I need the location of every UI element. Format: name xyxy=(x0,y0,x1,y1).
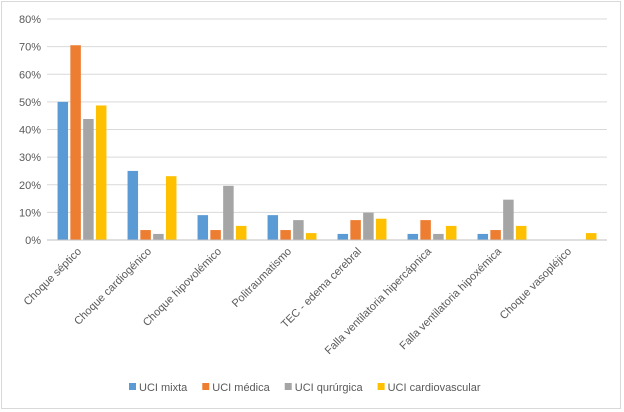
x-tick-label: Choque vasopléjico xyxy=(498,246,574,322)
bar xyxy=(490,230,501,240)
x-tick-label: TEC - edema cerebral xyxy=(279,246,364,331)
bar xyxy=(70,45,81,241)
y-tick-label: 40% xyxy=(19,125,41,137)
x-tick-label: Choque hipovolémico xyxy=(141,246,224,329)
bar xyxy=(477,233,489,240)
bar xyxy=(83,119,94,240)
bar xyxy=(153,233,164,240)
bar xyxy=(280,230,291,240)
bar xyxy=(197,215,209,240)
y-tick-label: 50% xyxy=(19,97,41,109)
bar xyxy=(375,218,387,240)
bar xyxy=(585,233,597,240)
x-tick-label: Choque cardiogénico xyxy=(72,246,154,328)
legend-swatch xyxy=(377,383,385,390)
bar xyxy=(140,230,151,240)
y-tick-label: 10% xyxy=(19,207,41,219)
y-tick-label: 30% xyxy=(19,152,41,164)
y-tick-label: 60% xyxy=(19,69,41,81)
bar xyxy=(407,233,419,240)
bar xyxy=(503,199,514,240)
legend-label: UCI cardiovascular xyxy=(388,382,481,394)
legend-label: UCI mixta xyxy=(139,382,188,394)
legend-swatch xyxy=(284,383,292,390)
legend-label: UCI médica xyxy=(212,382,270,394)
y-tick-label: 20% xyxy=(19,180,41,192)
legend-label: UCI qurúrgica xyxy=(295,382,364,394)
legend-swatch xyxy=(129,383,136,390)
bar xyxy=(210,230,221,240)
bar xyxy=(235,225,247,240)
bar xyxy=(223,185,234,240)
x-tick-label: Politraumatismo xyxy=(230,246,294,310)
bar xyxy=(445,225,457,240)
bar xyxy=(305,233,317,240)
bar xyxy=(267,215,279,240)
bar xyxy=(350,220,361,240)
bar xyxy=(363,212,374,240)
bar xyxy=(337,233,349,240)
legend-swatch xyxy=(202,383,210,390)
bar xyxy=(95,105,107,240)
y-tick-label: 80% xyxy=(19,14,41,26)
bar xyxy=(420,220,431,240)
y-tick-label: 0% xyxy=(25,235,41,247)
bar xyxy=(57,101,69,240)
y-tick-label: 70% xyxy=(19,42,41,54)
bar xyxy=(165,176,177,240)
bar xyxy=(293,220,304,240)
bar xyxy=(515,225,527,240)
x-tick-label: Choque séptico xyxy=(22,246,85,309)
bar xyxy=(433,233,444,240)
bar xyxy=(127,170,139,240)
